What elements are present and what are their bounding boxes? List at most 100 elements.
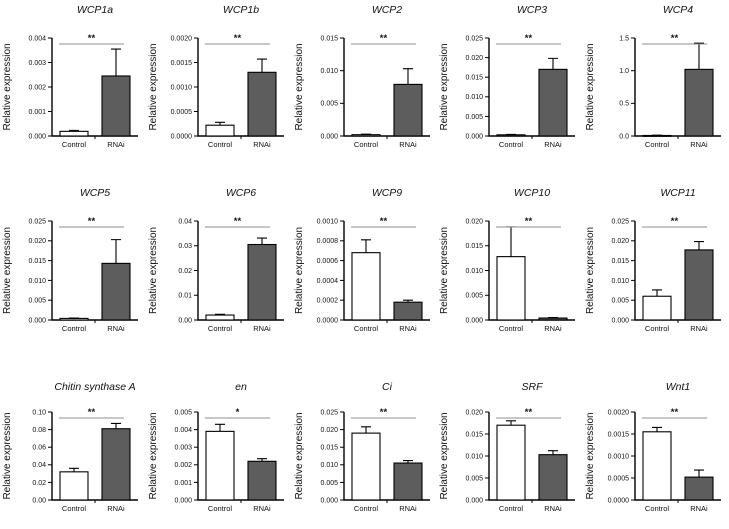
bar-rnai bbox=[247, 243, 277, 321]
y-tick-label: 0.000 bbox=[320, 497, 338, 504]
y-tick-label: 0.0006 bbox=[316, 258, 337, 265]
error-bar bbox=[694, 469, 705, 478]
significance-stars: ** bbox=[525, 407, 533, 418]
y-tick-label: 0.010 bbox=[29, 278, 47, 285]
x-category-label: Control bbox=[499, 140, 523, 149]
x-category-label: Control bbox=[354, 324, 378, 333]
y-tick-label: 0.003 bbox=[174, 445, 192, 452]
x-category-label: Control bbox=[208, 504, 232, 513]
bar-chart-wcp11: WCP11 Relative expression 0.000 0.005 0.010 0… bbox=[585, 188, 722, 333]
x-category-label: RNAi bbox=[253, 324, 271, 333]
error-bar bbox=[256, 458, 267, 462]
x-category-label: Control bbox=[354, 140, 378, 149]
y-tick-label: 0.02 bbox=[32, 480, 46, 487]
y-tick-label: 0.010 bbox=[320, 462, 338, 469]
significance-stars: ** bbox=[88, 407, 96, 418]
y-tick-label: 0.03 bbox=[178, 243, 192, 250]
y-axis-label: Relative expression bbox=[2, 227, 13, 314]
x-category-label: Control bbox=[62, 324, 86, 333]
x-category-label: RNAi bbox=[690, 504, 708, 513]
y-tick-label: 0.025 bbox=[612, 218, 630, 225]
x-category-label: RNAi bbox=[253, 504, 271, 513]
y-tick-label: 1.5 bbox=[619, 35, 629, 42]
chart-title: WCP10 bbox=[514, 188, 550, 199]
y-tick-label: 0.020 bbox=[612, 238, 630, 245]
bar-control bbox=[59, 130, 89, 137]
y-axis-label: Relative expression bbox=[294, 227, 305, 314]
chart-cell: WCP4 Relative expression 0.0 0.5 1.0 1.5 Contr… bbox=[583, 0, 729, 176]
y-tick-label: 0.003 bbox=[29, 60, 47, 67]
y-tick-label: 0.000 bbox=[29, 317, 47, 324]
y-tick-label: 0.005 bbox=[29, 298, 47, 305]
bar-control bbox=[496, 256, 526, 321]
chart-title: WCP1a bbox=[77, 5, 113, 16]
bar-control bbox=[205, 314, 235, 321]
x-category-label: Control bbox=[62, 504, 86, 513]
y-tick-label: 0.0000 bbox=[316, 317, 337, 324]
error-bar bbox=[360, 239, 371, 253]
significance-stars: ** bbox=[379, 216, 387, 227]
y-tick-label: 0.00 bbox=[32, 497, 46, 504]
y-tick-label: 0.0005 bbox=[608, 475, 629, 482]
y-tick-label: 0.020 bbox=[466, 409, 484, 416]
y-tick-label: 0.000 bbox=[466, 497, 484, 504]
bar-rnai bbox=[247, 460, 277, 501]
bar-chart-wcp9: WCP9 Relative expression 0.0000 0.0002 0.000… bbox=[294, 188, 430, 333]
bar-rnai bbox=[393, 301, 423, 321]
chart-cell: WCP3 Relative expression 0.000 0.005 0.010 0.… bbox=[437, 0, 583, 176]
error-bar bbox=[652, 289, 663, 297]
x-category-label: RNAi bbox=[545, 324, 563, 333]
y-axis-label: Relative expression bbox=[585, 412, 596, 499]
y-tick-label: 0.015 bbox=[466, 431, 484, 438]
significance-stars: ** bbox=[671, 216, 679, 227]
x-category-label: RNAi bbox=[399, 504, 417, 513]
bar-control bbox=[59, 317, 89, 321]
y-tick-label: 0.025 bbox=[320, 409, 338, 416]
y-tick-label: 0.0020 bbox=[170, 35, 191, 42]
bar-chart-wcp10: WCP10 Relative expression 0.000 0.005 0.010 0… bbox=[439, 188, 576, 333]
chart-title: WCP3 bbox=[517, 5, 547, 16]
y-tick-label: 0.020 bbox=[466, 55, 484, 62]
bar-control bbox=[205, 124, 235, 137]
bar-rnai bbox=[684, 249, 714, 321]
y-tick-label: 0.010 bbox=[466, 268, 484, 275]
bar-chart-wcp4: WCP4 Relative expression 0.0 0.5 1.0 1.5 Contr… bbox=[585, 5, 722, 149]
y-tick-label: 0.0015 bbox=[608, 431, 629, 438]
chart-cell: WCP9 Relative expression 0.0000 0.0002 0.000… bbox=[292, 176, 438, 352]
bar-chart-wcp3: WCP3 Relative expression 0.000 0.005 0.010 0.… bbox=[439, 5, 576, 149]
y-axis-label: Relative expression bbox=[439, 227, 450, 314]
bar-chart-wcp1a: WCP1a Relative expression 0.000 0.001 0.002 0… bbox=[2, 5, 138, 149]
error-bar bbox=[214, 313, 225, 316]
error-bar bbox=[402, 68, 413, 85]
bar-rnai bbox=[101, 262, 131, 321]
x-category-label: RNAi bbox=[399, 140, 417, 149]
chart-cell: WCP6 Relative expression 0.00 0.01 0.02 0.03 0… bbox=[146, 176, 292, 352]
bar-chart-wcp6: WCP6 Relative expression 0.00 0.01 0.02 0.03 0… bbox=[148, 188, 284, 333]
bar-rnai bbox=[684, 68, 714, 137]
y-tick-label: 0.0008 bbox=[316, 238, 337, 245]
significance-stars: ** bbox=[88, 33, 96, 44]
x-category-label: Control bbox=[645, 140, 669, 149]
y-axis-label: Relative expression bbox=[2, 43, 13, 130]
y-tick-label: 0.025 bbox=[29, 218, 47, 225]
y-tick-label: 0.0002 bbox=[316, 298, 337, 305]
chart-cell: en Relative expression 0.000 0.001 0.002 0.00… bbox=[146, 352, 292, 529]
y-tick-label: 0.020 bbox=[466, 218, 484, 225]
y-axis-label: Relative expression bbox=[2, 412, 13, 499]
y-tick-label: 0.015 bbox=[466, 75, 484, 82]
significance-stars: ** bbox=[671, 33, 679, 44]
bar-chart-wnt1: Wnt1 Relative expression 0.0000 0.0005 0.001… bbox=[585, 382, 722, 513]
y-axis-label: Relative expression bbox=[585, 43, 596, 130]
bar-rnai bbox=[247, 71, 277, 137]
x-category-label: Control bbox=[62, 140, 86, 149]
y-tick-label: 0.020 bbox=[29, 238, 47, 245]
bar-control bbox=[642, 431, 672, 501]
y-tick-label: 0.005 bbox=[466, 293, 484, 300]
y-tick-label: 0.0005 bbox=[170, 109, 191, 116]
x-category-label: Control bbox=[645, 324, 669, 333]
y-tick-label: 0.000 bbox=[466, 317, 484, 324]
y-tick-label: 0.015 bbox=[320, 35, 338, 42]
y-tick-label: 0.015 bbox=[612, 258, 630, 265]
x-category-label: RNAi bbox=[690, 324, 708, 333]
